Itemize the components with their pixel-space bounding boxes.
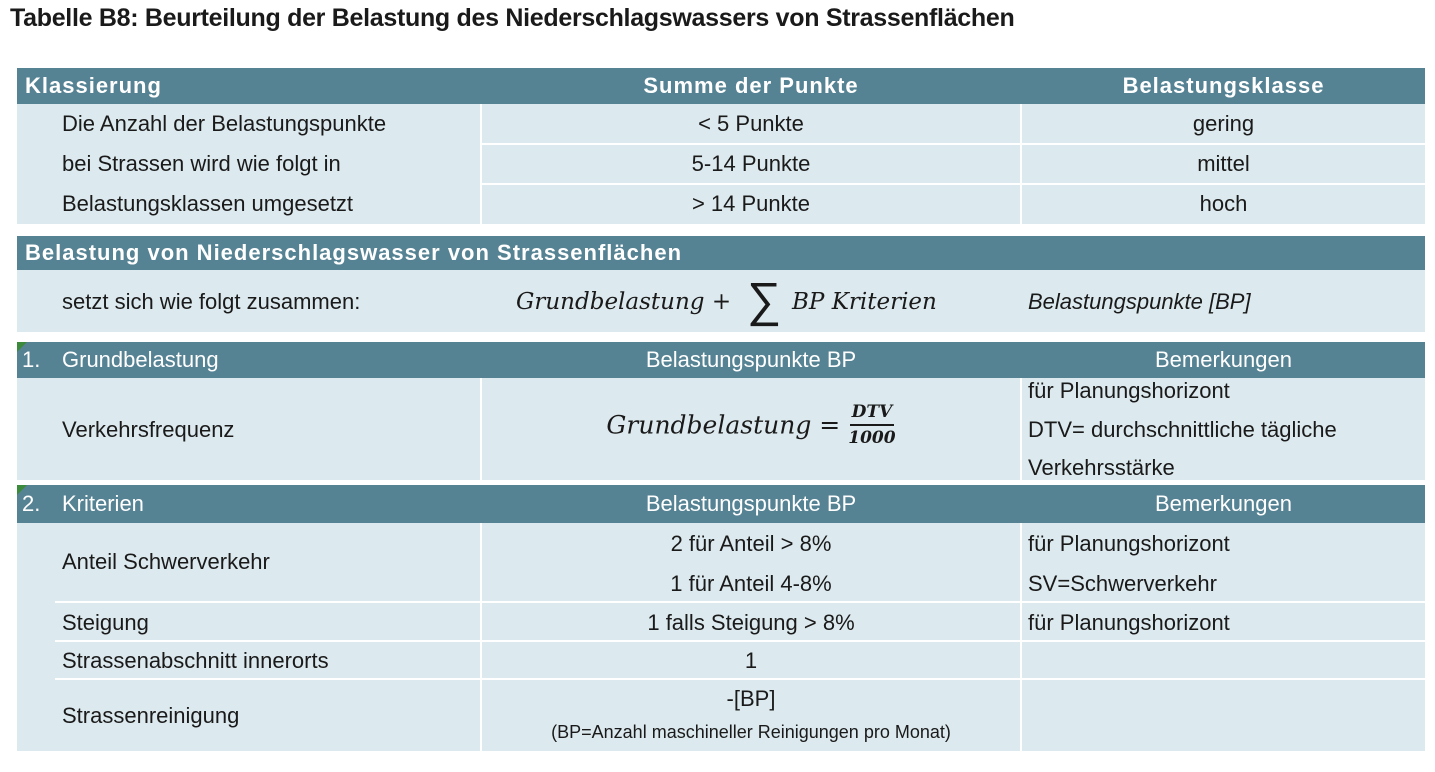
steigung-label: Steigung (62, 610, 149, 635)
schwerverkehr-label: Anteil Schwerverkehr (62, 549, 270, 574)
punkte-gering: < 5 Punkte (698, 111, 804, 136)
schwerverkehr-points-1: 2 für Anteil > 8% (670, 531, 832, 556)
belastung-header: Belastung von Niederschlagswasser von St… (17, 236, 1425, 270)
fraction-numerator: DTV (849, 402, 895, 426)
verkehrsfrequenz-label: Verkehrsfrequenz (62, 417, 235, 442)
schwerverkehr-remark-1: für Planungshorizont (1028, 531, 1230, 556)
fraction-denominator: 1000 (848, 428, 896, 448)
klassierung-header: Klassierung Summe der Punkte Belastungsk… (17, 68, 1425, 104)
kriterien-body: Anteil Schwerverkehr 2 für Anteil > 8% 1… (17, 523, 1425, 751)
kriterien-number: 2. (22, 491, 41, 516)
klasse-hoch: hoch (1199, 191, 1248, 216)
header-kriterien: Kriterien (62, 491, 144, 516)
innerorts-label: Strassenabschnitt innerorts (62, 648, 329, 673)
header-bemerkungen-2: Bemerkungen (1155, 491, 1292, 516)
header-klassierung: Klassierung (25, 73, 162, 98)
header-grundbelastung: Grundbelastung (62, 347, 219, 372)
page-title: Tabelle B8: Beurteilung der Belastung de… (10, 4, 1015, 32)
formula-bp-kriterien: BP Kriterien (792, 289, 937, 315)
belastung-title: Belastung von Niederschlagswasser von St… (25, 240, 683, 265)
punkte-mittel: 5-14 Punkte (691, 151, 811, 176)
klassierung-desc-1: Die Anzahl der Belastungspunkte (62, 111, 387, 136)
grund-remark-3: Verkehrsstärke (1028, 455, 1175, 480)
header-summe-punkte: Summe der Punkte (643, 73, 859, 98)
belastung-unit: Belastungspunkte [BP] (1028, 289, 1251, 314)
header-belastungspunkte-2: Belastungspunkte BP (645, 491, 857, 516)
klasse-gering: gering (1192, 111, 1255, 136)
punkte-hoch: > 14 Punkte (691, 191, 811, 216)
formula-lhs: Grundbelastung = (606, 410, 841, 440)
steigung-remark: für Planungshorizont (1028, 610, 1230, 635)
grund-remark-1: für Planungshorizont (1028, 378, 1230, 403)
grundbelastung-number: 1. (22, 347, 41, 372)
schwerverkehr-points-2: 1 für Anteil 4-8% (670, 571, 832, 596)
klassierung-body: Die Anzahl der Belastungspunkte bei Stra… (17, 104, 1425, 224)
steigung-points: 1 falls Steigung > 8% (647, 610, 855, 635)
table-b8: Klassierung Summe der Punkte Belastungsk… (17, 68, 1425, 751)
reinigung-label: Strassenreinigung (62, 703, 240, 728)
klassierung-desc-3: Belastungsklassen umgesetzt (62, 191, 354, 216)
grundbelastung-formula: Grundbelastung = DTV 1000 (482, 402, 1020, 448)
reinigung-note: (BP=Anzahl maschineller Reinigungen pro … (551, 722, 951, 742)
belastung-body: setzt sich wie folgt zusammen: Grundbela… (17, 270, 1425, 332)
schwerverkehr-remark-2: SV=Schwerverkehr (1028, 571, 1217, 596)
klasse-mittel: mittel (1197, 151, 1250, 176)
kriterien-header: 2. Kriterien Belastungspunkte BP Bemerku… (17, 485, 1425, 523)
formula-grundbelastung-plus: Grundbelastung + (516, 289, 732, 315)
grundbelastung-header: 1. Grundbelastung Belastungspunkte BP Be… (17, 342, 1425, 378)
innerorts-points: 1 (744, 648, 758, 673)
belastung-label: setzt sich wie folgt zusammen: (62, 289, 361, 314)
header-belastungsklasse: Belastungsklasse (1122, 73, 1325, 98)
grundbelastung-body: Verkehrsfrequenz Grundbelastung = DTV 1000… (17, 378, 1425, 480)
grund-remark-2: DTV= durchschnittliche tägliche (1028, 417, 1337, 442)
klassierung-desc-2: bei Strassen wird wie folgt in (62, 151, 341, 176)
sum-symbol: ∑ (747, 272, 782, 328)
header-bemerkungen-1: Bemerkungen (1155, 347, 1292, 372)
fraction: DTV 1000 (848, 402, 895, 448)
reinigung-points: -[BP] (726, 686, 776, 711)
header-belastungspunkte-1: Belastungspunkte BP (645, 347, 857, 372)
